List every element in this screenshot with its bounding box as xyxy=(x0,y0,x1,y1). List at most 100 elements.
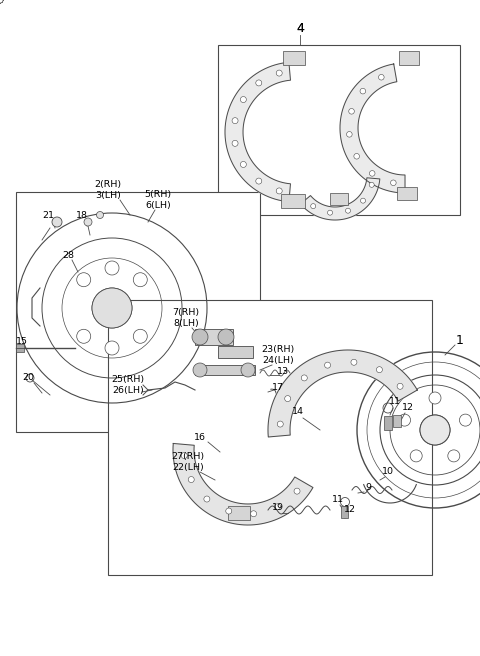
Circle shape xyxy=(256,80,262,86)
Circle shape xyxy=(277,421,283,427)
Text: 12: 12 xyxy=(344,506,356,514)
Circle shape xyxy=(275,504,280,510)
Circle shape xyxy=(96,211,104,218)
Text: 2(RH)
3(LH): 2(RH) 3(LH) xyxy=(95,180,121,199)
Text: 28: 28 xyxy=(62,251,74,260)
Text: 27(RH)
22(LH): 27(RH) 22(LH) xyxy=(171,452,204,472)
Circle shape xyxy=(105,341,119,355)
Circle shape xyxy=(218,329,234,345)
Text: 25(RH)
26(LH): 25(RH) 26(LH) xyxy=(111,375,144,395)
Circle shape xyxy=(370,171,375,176)
Circle shape xyxy=(346,208,350,213)
Bar xyxy=(397,187,417,200)
Circle shape xyxy=(285,396,291,401)
Circle shape xyxy=(351,359,357,365)
Circle shape xyxy=(181,453,187,459)
Circle shape xyxy=(276,70,282,76)
Circle shape xyxy=(188,476,194,483)
Circle shape xyxy=(0,0,3,3)
Text: 14: 14 xyxy=(292,407,304,417)
Bar xyxy=(393,415,401,427)
Text: 23(RH)
24(LH): 23(RH) 24(LH) xyxy=(262,345,295,365)
Bar xyxy=(330,193,348,205)
Circle shape xyxy=(133,273,147,287)
Text: 12: 12 xyxy=(402,403,414,413)
Circle shape xyxy=(420,415,450,445)
Text: 21: 21 xyxy=(42,211,54,220)
Polygon shape xyxy=(225,62,290,202)
Circle shape xyxy=(360,89,366,94)
Polygon shape xyxy=(300,178,380,220)
Bar xyxy=(399,51,419,65)
Circle shape xyxy=(192,329,208,345)
Bar xyxy=(16,344,24,352)
Text: 13: 13 xyxy=(277,367,289,377)
Text: 16: 16 xyxy=(194,434,206,443)
Circle shape xyxy=(391,180,396,186)
Circle shape xyxy=(232,140,238,146)
Bar xyxy=(195,365,255,375)
Bar xyxy=(281,194,305,208)
Circle shape xyxy=(301,375,307,381)
Circle shape xyxy=(448,450,460,462)
Bar xyxy=(283,51,305,65)
Circle shape xyxy=(398,414,410,426)
Bar xyxy=(218,346,253,358)
Bar xyxy=(384,416,392,430)
Text: 17: 17 xyxy=(272,384,284,392)
Circle shape xyxy=(92,288,132,328)
Text: 5(RH)
6(LH): 5(RH) 6(LH) xyxy=(144,190,171,210)
Text: 4: 4 xyxy=(296,22,304,35)
Text: 19: 19 xyxy=(272,504,284,512)
Circle shape xyxy=(410,450,422,462)
Polygon shape xyxy=(340,64,405,193)
Circle shape xyxy=(376,367,383,373)
Circle shape xyxy=(324,362,331,368)
Bar xyxy=(108,300,432,575)
Text: 7(RH)
8(LH): 7(RH) 8(LH) xyxy=(172,308,200,328)
Circle shape xyxy=(241,363,255,377)
Circle shape xyxy=(354,154,360,159)
Circle shape xyxy=(311,203,316,209)
Circle shape xyxy=(251,511,257,517)
Text: 10: 10 xyxy=(382,468,394,476)
Circle shape xyxy=(240,96,246,102)
Bar xyxy=(16,192,260,432)
Circle shape xyxy=(204,496,210,502)
Circle shape xyxy=(0,0,3,3)
Circle shape xyxy=(240,161,246,167)
Polygon shape xyxy=(173,443,313,525)
Circle shape xyxy=(0,0,3,3)
Text: 11: 11 xyxy=(389,398,401,407)
Circle shape xyxy=(459,414,471,426)
Bar xyxy=(195,329,233,345)
Circle shape xyxy=(226,508,232,514)
Text: 11: 11 xyxy=(332,495,344,504)
Circle shape xyxy=(256,178,262,184)
Text: 4: 4 xyxy=(296,22,304,35)
Circle shape xyxy=(0,0,3,3)
Circle shape xyxy=(349,108,354,114)
Circle shape xyxy=(133,329,147,343)
Circle shape xyxy=(276,188,282,194)
Circle shape xyxy=(397,383,403,389)
Circle shape xyxy=(0,0,3,3)
Text: 15: 15 xyxy=(16,337,28,346)
Circle shape xyxy=(193,363,207,377)
Text: 9: 9 xyxy=(365,483,371,493)
Circle shape xyxy=(294,488,300,494)
Text: 20: 20 xyxy=(22,373,34,382)
Circle shape xyxy=(360,198,365,203)
Text: 1: 1 xyxy=(456,333,464,346)
Circle shape xyxy=(379,74,384,80)
Circle shape xyxy=(52,217,62,227)
Circle shape xyxy=(77,273,91,287)
Text: 18: 18 xyxy=(76,211,88,220)
Circle shape xyxy=(0,0,3,3)
Circle shape xyxy=(232,117,238,124)
Circle shape xyxy=(84,218,92,226)
Circle shape xyxy=(327,210,333,215)
Bar xyxy=(218,45,460,215)
Circle shape xyxy=(105,261,119,275)
Circle shape xyxy=(369,182,374,188)
